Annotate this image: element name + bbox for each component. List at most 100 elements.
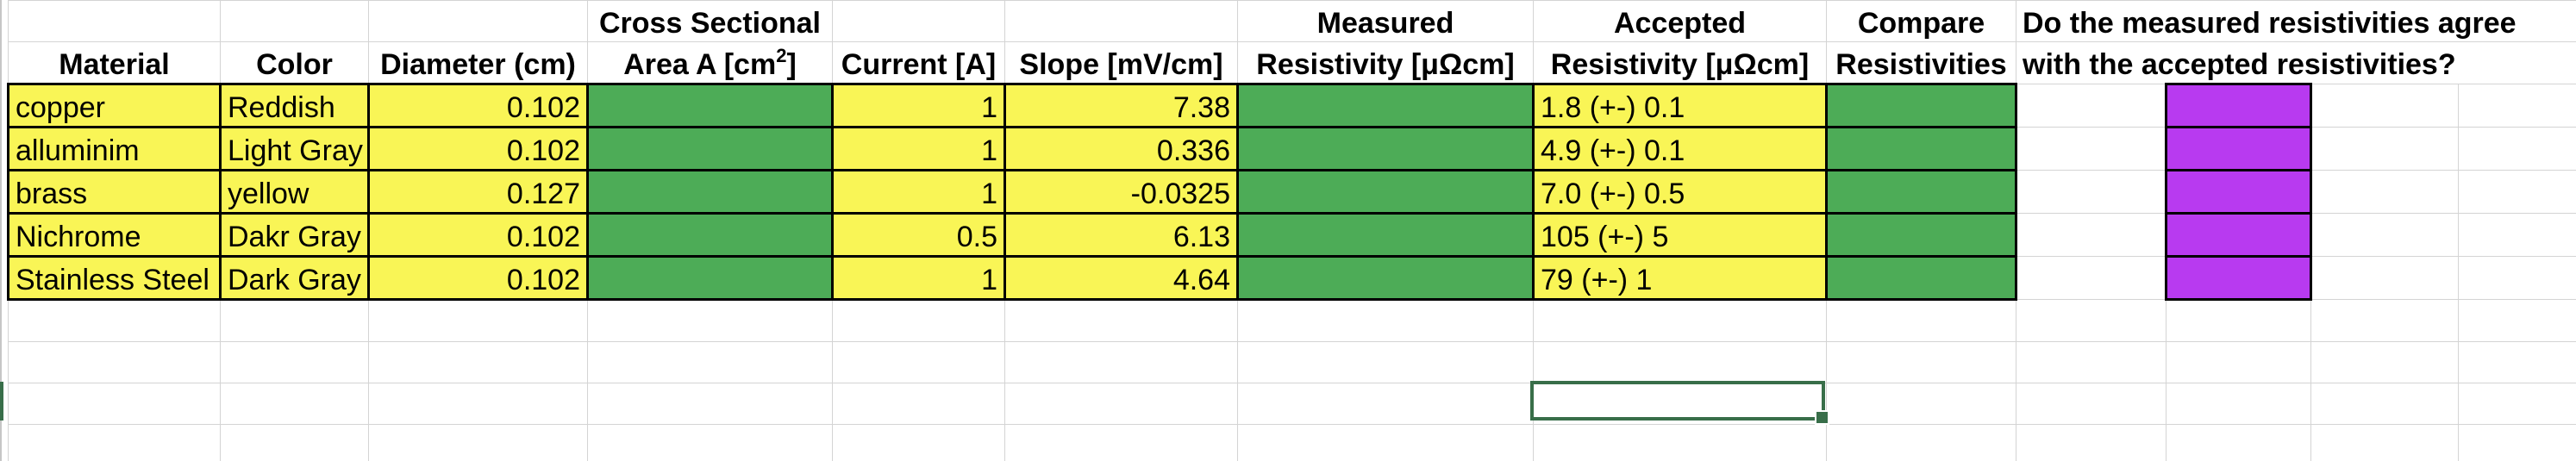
cell-empty[interactable] — [1004, 424, 1238, 461]
cell-empty[interactable] — [8, 299, 221, 342]
cell-empty[interactable] — [1237, 341, 1534, 383]
cell-current[interactable]: 1 — [831, 126, 1006, 171]
cell-material[interactable]: brass — [7, 169, 222, 215]
cell-empty[interactable] — [2016, 127, 2166, 171]
cell-empty[interactable] — [368, 0, 588, 42]
cell-slope[interactable]: 0.336 — [1004, 126, 1239, 171]
header-current[interactable]: Current [A] — [832, 41, 1005, 84]
cell-empty[interactable] — [832, 341, 1005, 383]
cell-diameter[interactable]: 0.102 — [367, 126, 589, 171]
cell-empty[interactable] — [2310, 299, 2459, 342]
cell-empty[interactable] — [1826, 424, 2016, 461]
header-question-line1[interactable]: Do the measured resistivities agree — [2015, 0, 2576, 42]
cell-answer-purple[interactable] — [2165, 83, 2312, 128]
cell-empty[interactable] — [1826, 299, 2016, 342]
cell-empty[interactable] — [2310, 424, 2459, 461]
cell-slope[interactable]: 6.13 — [1004, 212, 1239, 258]
cell-area-empty[interactable] — [586, 169, 834, 215]
header-diameter[interactable]: Diameter (cm) — [368, 41, 588, 84]
cell-empty[interactable] — [587, 424, 833, 461]
cell-empty[interactable] — [832, 424, 1005, 461]
cell-empty[interactable] — [2457, 213, 2576, 257]
cell-color[interactable]: Dakr Gray — [219, 212, 370, 258]
cell-color[interactable]: Reddish — [219, 83, 370, 128]
cell-empty[interactable] — [2457, 383, 2576, 425]
cell-current[interactable]: 1 — [831, 83, 1006, 128]
header-accepted[interactable]: Accepted — [1533, 0, 1827, 42]
cell-empty[interactable] — [587, 299, 833, 342]
cell-empty[interactable] — [8, 424, 221, 461]
cell-area-empty[interactable] — [586, 83, 834, 128]
cell-current[interactable]: 1 — [831, 255, 1006, 301]
cell-empty[interactable] — [2310, 256, 2459, 300]
cell-compare-empty[interactable] — [1825, 255, 2017, 301]
cell-measured-resistivity-empty[interactable] — [1236, 83, 1535, 128]
cell-empty[interactable] — [2457, 299, 2576, 342]
cell-empty[interactable] — [1004, 341, 1238, 383]
cell-compare-empty[interactable] — [1825, 212, 2017, 258]
cell-current[interactable]: 0.5 — [831, 212, 1006, 258]
cell-empty[interactable] — [368, 424, 588, 461]
cell-empty[interactable] — [368, 383, 588, 425]
cell-empty[interactable] — [2310, 213, 2459, 257]
cell-material[interactable]: Nichrome — [7, 212, 222, 258]
cell-empty[interactable] — [2016, 213, 2166, 257]
cell-compare-empty[interactable] — [1825, 83, 2017, 128]
cell-empty[interactable] — [2016, 424, 2166, 461]
cell-empty[interactable] — [2310, 383, 2459, 425]
cell-empty[interactable] — [2457, 424, 2576, 461]
cell-empty[interactable] — [587, 341, 833, 383]
header-cross-sectional[interactable]: Cross Sectional — [587, 0, 833, 42]
cell-empty[interactable] — [8, 341, 221, 383]
header-measured[interactable]: Measured — [1237, 0, 1534, 42]
cell-empty[interactable] — [220, 383, 369, 425]
cell-empty[interactable] — [2457, 127, 2576, 171]
cell-diameter[interactable]: 0.102 — [367, 83, 589, 128]
cell-material[interactable]: alluminim — [7, 126, 222, 171]
cell-compare-empty[interactable] — [1825, 169, 2017, 215]
fill-handle[interactable] — [1815, 410, 1829, 425]
cell-empty[interactable] — [2166, 424, 2311, 461]
header-area[interactable]: Area A [cm2] — [587, 41, 833, 84]
cell-accepted-resistivity[interactable]: 79 (+-) 1 — [1532, 255, 1828, 301]
cell-empty[interactable] — [2016, 341, 2166, 383]
cell-color[interactable]: Dark Gray — [219, 255, 370, 301]
cell-empty[interactable] — [1237, 299, 1534, 342]
cell-empty[interactable] — [2457, 341, 2576, 383]
cell-compare-empty[interactable] — [1825, 126, 2017, 171]
cell-empty[interactable] — [832, 299, 1005, 342]
cell-empty[interactable] — [2457, 84, 2576, 128]
cell-empty[interactable] — [8, 0, 221, 42]
cell-empty[interactable] — [2016, 84, 2166, 128]
cell-empty[interactable] — [1004, 299, 1238, 342]
cell-accepted-resistivity[interactable]: 7.0 (+-) 0.5 — [1532, 169, 1828, 215]
cell-answer-purple[interactable] — [2165, 126, 2312, 171]
cell-empty[interactable] — [1826, 341, 2016, 383]
cell-empty[interactable] — [368, 299, 588, 342]
header-compare-resistivities[interactable]: Resistivities — [1826, 41, 2016, 84]
cell-slope[interactable]: 4.64 — [1004, 255, 1239, 301]
cell-empty[interactable] — [2016, 170, 2166, 214]
cell-empty[interactable] — [2310, 341, 2459, 383]
cell-empty[interactable] — [2457, 170, 2576, 214]
cell-empty[interactable] — [2166, 383, 2311, 425]
cell-empty[interactable] — [220, 299, 369, 342]
cell-empty[interactable] — [220, 0, 369, 42]
cell-slope[interactable]: 7.38 — [1004, 83, 1239, 128]
header-measured-resistivity[interactable]: Resistivity [μΩcm] — [1237, 41, 1534, 84]
header-slope[interactable]: Slope [mV/cm] — [1004, 41, 1238, 84]
cell-slope[interactable]: -0.0325 — [1004, 169, 1239, 215]
cell-selected-empty[interactable] — [1533, 424, 1827, 461]
header-accepted-resistivity[interactable]: Resistivity [μΩcm] — [1533, 41, 1827, 84]
cell-empty[interactable] — [1533, 341, 1827, 383]
cell-measured-resistivity-empty[interactable] — [1236, 126, 1535, 171]
cell-accepted-resistivity[interactable]: 105 (+-) 5 — [1532, 212, 1828, 258]
cell-empty[interactable] — [2016, 383, 2166, 425]
cell-material[interactable]: Stainless Steel — [7, 255, 222, 301]
cell-area-empty[interactable] — [586, 212, 834, 258]
cell-empty[interactable] — [1237, 424, 1534, 461]
header-compare[interactable]: Compare — [1826, 0, 2016, 42]
cell-answer-purple[interactable] — [2165, 255, 2312, 301]
cell-material[interactable]: copper — [7, 83, 222, 128]
cell-empty[interactable] — [368, 341, 588, 383]
